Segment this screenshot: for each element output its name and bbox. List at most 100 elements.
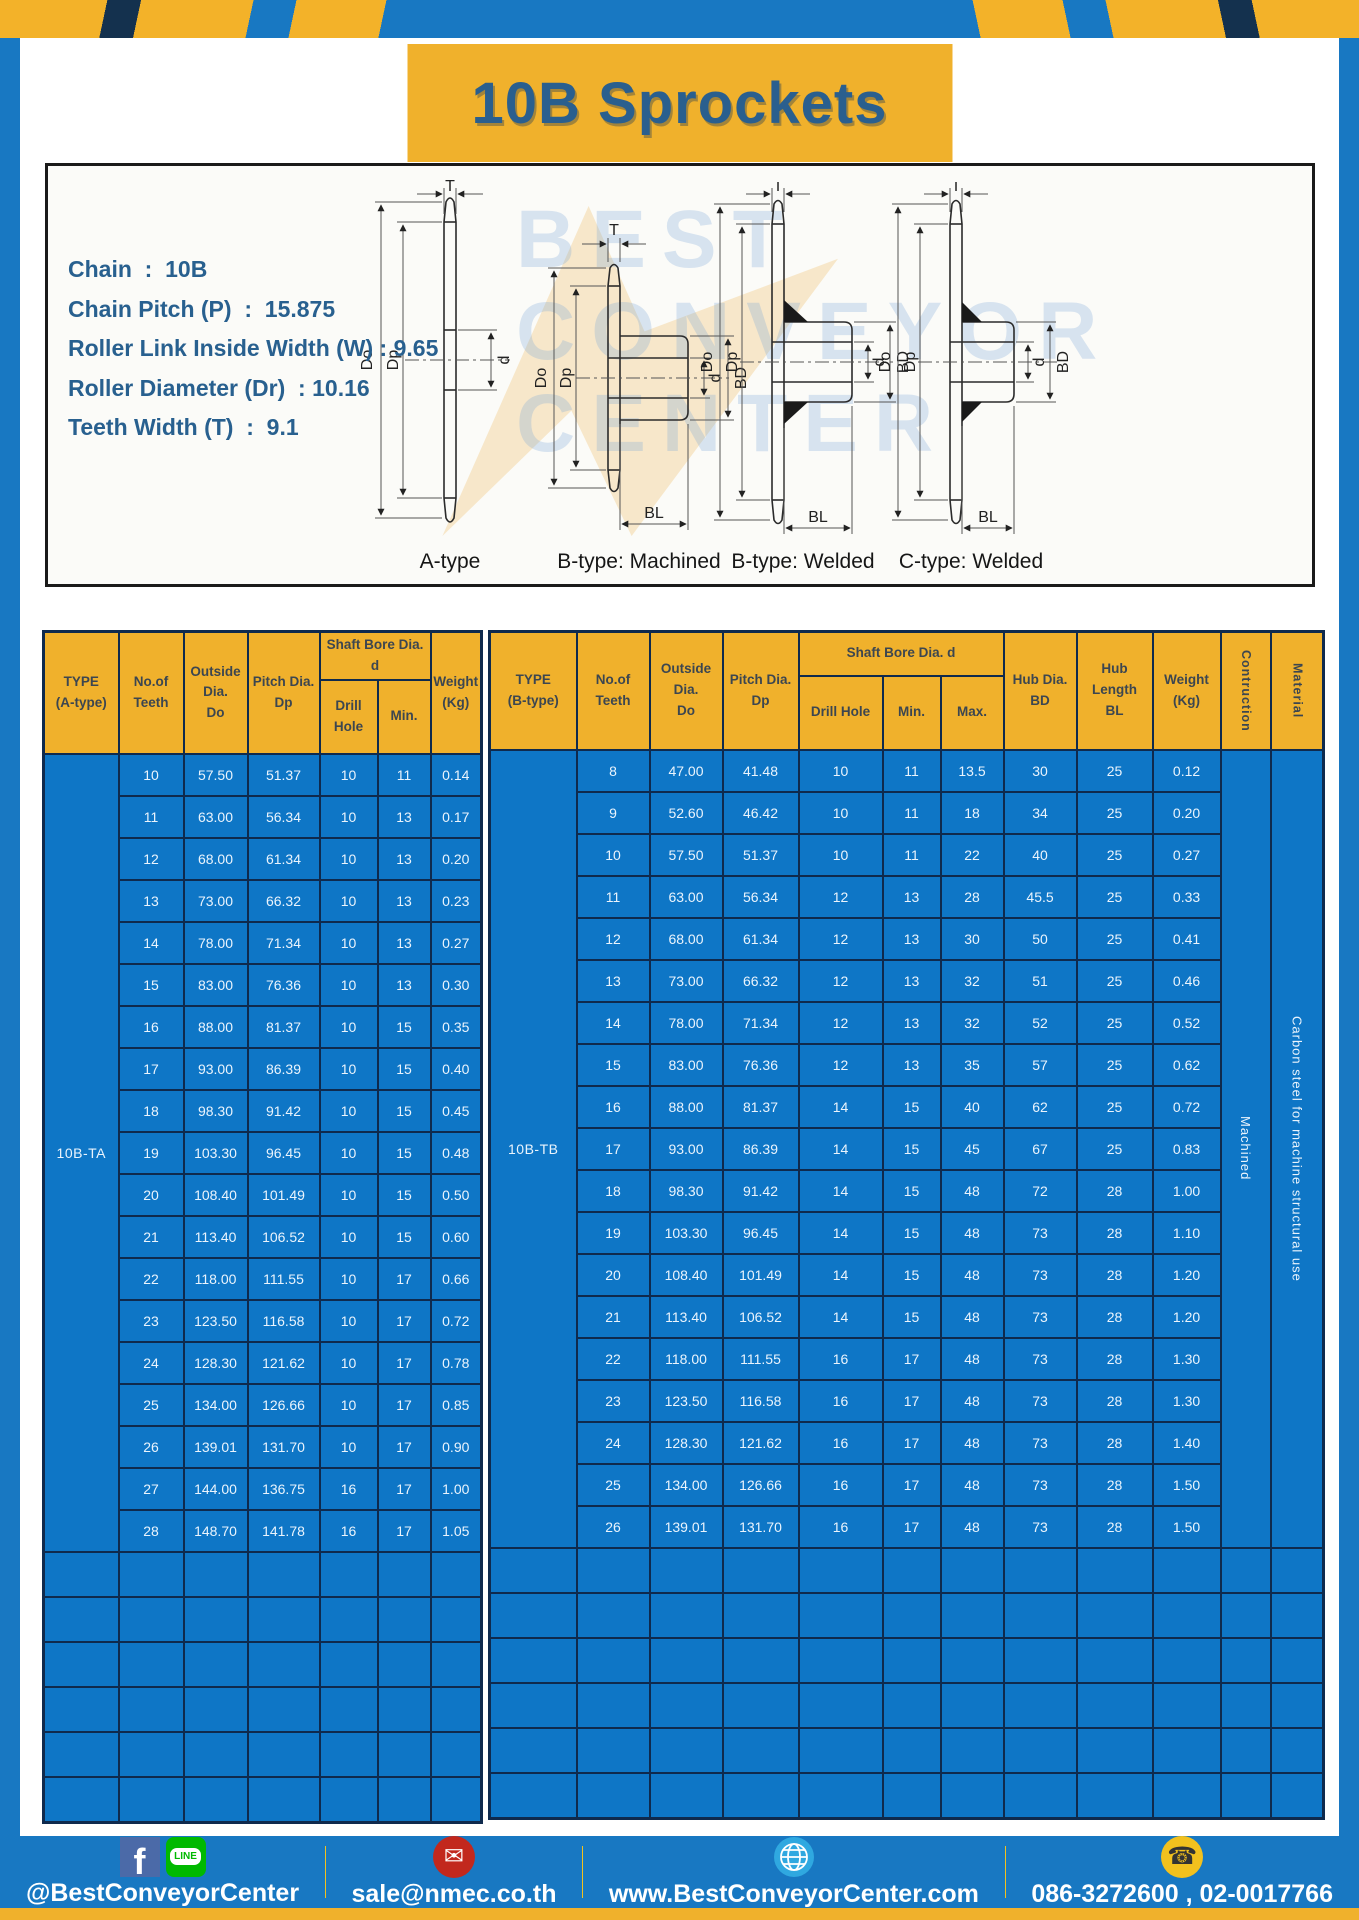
table-cell: 0.66 xyxy=(429,1256,483,1301)
table-cell: 15 xyxy=(881,1210,942,1255)
table-cell: 17 xyxy=(376,1256,432,1301)
table-cell: 16 xyxy=(318,1508,379,1553)
table-cell: 17 xyxy=(881,1504,942,1549)
caption-b-type-machined: B-type: Machined xyxy=(557,550,721,573)
table-cell: 76.36 xyxy=(721,1042,800,1087)
phone-icon: ☎ xyxy=(1161,1835,1204,1878)
diagram-c-type-welded: T Do Dp d BD BL xyxy=(877,182,1072,534)
table-cell: 0.78 xyxy=(429,1340,483,1385)
table-cell: 13 xyxy=(376,878,432,923)
table-cell: 16 xyxy=(318,1466,379,1511)
table-cell: 131.70 xyxy=(246,1424,321,1469)
table-cell: 103.30 xyxy=(182,1130,249,1175)
table-cell xyxy=(42,1640,120,1688)
table-cell: 103.30 xyxy=(648,1210,724,1255)
table-cell: 0.62 xyxy=(1151,1042,1222,1087)
table-cell xyxy=(1075,1681,1154,1729)
table-cell: 11 xyxy=(881,832,942,877)
table-cell: 25 xyxy=(1075,748,1154,793)
table-cell: 48 xyxy=(939,1252,1005,1297)
table-cell: 46.42 xyxy=(721,790,800,835)
line-icon[interactable]: LINE xyxy=(165,1836,206,1877)
table-cell: 18 xyxy=(117,1088,185,1133)
table-cell: 10 xyxy=(797,790,884,835)
table-cell: 12 xyxy=(797,874,884,919)
table-cell: 26 xyxy=(117,1424,185,1469)
facebook-icon[interactable]: f xyxy=(119,1836,160,1877)
table-cell: 25 xyxy=(1075,1000,1154,1045)
table-cell: 10 xyxy=(318,920,379,965)
table-cell: 22 xyxy=(575,1336,651,1381)
table-cell: 67 xyxy=(1002,1126,1078,1171)
table-cell: 57 xyxy=(1002,1042,1078,1087)
table-cell: 14 xyxy=(575,1000,651,1045)
table-cell: 10 xyxy=(318,1088,379,1133)
type-cell: 10B-TA xyxy=(42,752,120,1553)
table-cell xyxy=(1219,1726,1272,1774)
table-cell: 0.45 xyxy=(429,1088,483,1133)
table-cell: 17 xyxy=(575,1126,651,1171)
col-header-hub-length: Hub Length BL xyxy=(1075,630,1154,751)
table-b-type: TYPE (B-type) No.of Teeth Outside Dia. D… xyxy=(488,630,1326,1820)
table-row: 24 128.30 121.62 10 17 0.78 xyxy=(44,1340,483,1385)
table-cell: 17 xyxy=(881,1378,942,1423)
table-cell: 26 xyxy=(575,1504,651,1549)
table-cell: 41.48 xyxy=(721,748,800,793)
table-cell: 61.34 xyxy=(246,836,321,881)
table-cell: 18 xyxy=(575,1168,651,1213)
table-cell: 1.50 xyxy=(1151,1462,1222,1507)
table-cell: 8 xyxy=(575,748,651,793)
table-cell xyxy=(721,1771,800,1819)
col-header-weight: Weight (Kg) xyxy=(1151,630,1222,751)
table-cell: 15 xyxy=(881,1126,942,1171)
table-cell: 73.00 xyxy=(648,958,724,1003)
caption-b-type-welded: B-type: Welded xyxy=(731,550,875,573)
table-cell: 11 xyxy=(881,790,942,835)
spec-roller-link-width: Roller Link Inside Width (W) : 9.65 xyxy=(68,335,439,362)
table-cell: 73 xyxy=(1002,1336,1078,1381)
table-cell: 48 xyxy=(939,1504,1005,1549)
table-cell: 73 xyxy=(1002,1462,1078,1507)
table-cell: 121.62 xyxy=(721,1420,800,1465)
table-cell xyxy=(1002,1546,1078,1594)
footer-social-link[interactable]: f LINE @BestConveyorCenter xyxy=(0,1836,325,1908)
table-cell: 113.40 xyxy=(182,1214,249,1259)
material-cell: Carbon steel for machine structural use xyxy=(1269,748,1325,1549)
table-cell: 113.40 xyxy=(648,1294,724,1339)
footer-website-link[interactable]: www.BestConveyorCenter.com xyxy=(583,1836,1005,1909)
footer-website-label: www.BestConveyorCenter.com xyxy=(608,1879,979,1908)
table-cell: 73 xyxy=(1002,1504,1078,1549)
table-cell: 1.50 xyxy=(1151,1504,1222,1549)
table-cell xyxy=(488,1681,578,1729)
table-cell: 28 xyxy=(1075,1378,1154,1423)
table-cell: 123.50 xyxy=(648,1378,724,1423)
table-cell xyxy=(429,1640,483,1688)
table-row: 13 73.00 66.32 10 13 0.23 xyxy=(44,878,483,923)
table-cell: 0.35 xyxy=(429,1004,483,1049)
table-cell xyxy=(721,1591,800,1639)
table-cell: 98.30 xyxy=(648,1168,724,1213)
table-cell: 12 xyxy=(117,836,185,881)
table-cell: 57.50 xyxy=(182,752,249,797)
table-cell: 0.46 xyxy=(1151,958,1222,1003)
dim-label-t: T xyxy=(773,182,783,195)
table-cell: 25 xyxy=(117,1382,185,1427)
table-cell xyxy=(881,1546,942,1594)
table-cell: 15 xyxy=(117,962,185,1007)
table-cell: 10 xyxy=(318,1298,379,1343)
col-header-teeth: No.of Teeth xyxy=(575,630,651,751)
table-cell: 86.39 xyxy=(246,1046,321,1091)
table-cell: 24 xyxy=(117,1340,185,1385)
table-cell: 0.90 xyxy=(429,1424,483,1469)
table-cell: 19 xyxy=(575,1210,651,1255)
footer-email-link[interactable]: ✉ sale@nmec.co.th xyxy=(325,1835,582,1909)
table-cell: 32 xyxy=(939,958,1005,1003)
col-header-min: Min. xyxy=(376,678,432,755)
table-cell: 10 xyxy=(117,752,185,797)
table-cell xyxy=(488,1591,578,1639)
table-cell xyxy=(318,1640,379,1688)
table-cell xyxy=(881,1591,942,1639)
table-cell xyxy=(376,1775,432,1824)
hazard-stripes-left xyxy=(0,0,470,38)
footer-phone-link[interactable]: ☎ 086-3272600 , 02-0017766 xyxy=(1005,1835,1359,1909)
